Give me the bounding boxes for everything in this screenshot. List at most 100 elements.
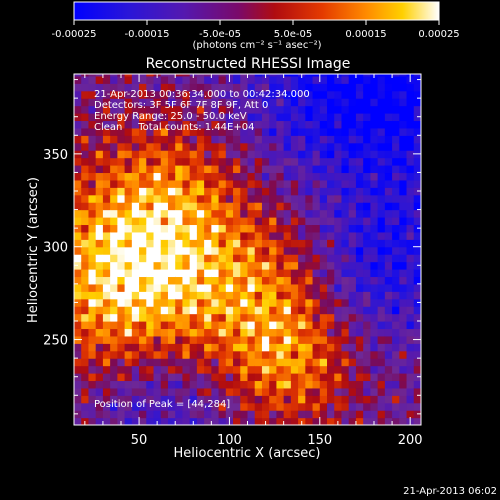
heatmap-cell: [225, 83, 234, 92]
heatmap-cell: [117, 402, 126, 411]
heatmap-cell: [269, 246, 278, 255]
heatmap-cell: [413, 283, 421, 292]
heatmap-cell: [290, 306, 299, 315]
heatmap-cell: [334, 358, 343, 367]
heatmap-cell: [406, 113, 415, 122]
heatmap-cell: [218, 298, 227, 307]
heatmap-cell: [182, 113, 191, 122]
heatmap-cell: [88, 83, 97, 92]
heatmap-cell: [348, 135, 357, 144]
heatmap-cell: [283, 298, 292, 307]
heatmap-cell: [175, 172, 184, 181]
heatmap-cell: [196, 313, 205, 322]
heatmap-cell: [102, 410, 111, 419]
heatmap-cell: [95, 150, 104, 159]
heatmap-cell: [341, 291, 350, 300]
heatmap-cell: [218, 127, 227, 136]
heatmap-cell: [88, 254, 97, 263]
heatmap-cell: [384, 283, 393, 292]
heatmap-cell: [153, 365, 162, 374]
annotation-detectors: Detectors: 3F 5F 6F 7F 8F 9F, Att 0: [94, 100, 268, 111]
heatmap-cell: [225, 157, 234, 166]
heatmap-cell: [254, 194, 263, 203]
heatmap-cell: [290, 417, 299, 425]
heatmap-cell: [102, 276, 111, 285]
heatmap-cell: [406, 313, 415, 322]
heatmap-cell: [392, 343, 400, 352]
heatmap-cell: [189, 113, 198, 122]
heatmap-cell: [196, 83, 205, 92]
heatmap-cell: [305, 395, 314, 404]
heatmap-cell: [211, 165, 220, 174]
heatmap-cell: [290, 165, 299, 174]
colorbar: [73, 1, 440, 21]
heatmap-cell: [189, 350, 198, 359]
heatmap-cell: [247, 172, 256, 181]
heatmap-cell: [117, 75, 126, 84]
heatmap-cell: [312, 254, 321, 263]
heatmap-cell: [254, 172, 263, 181]
heatmap-cell: [327, 417, 335, 425]
heatmap-cell: [175, 298, 184, 307]
heatmap-cell: [298, 157, 306, 166]
heatmap-cell: [74, 231, 82, 240]
heatmap-cell: [175, 150, 184, 159]
heatmap-cell: [363, 90, 371, 99]
heatmap-cell: [110, 224, 118, 233]
heatmap-cell: [146, 202, 155, 211]
heatmap-cell: [81, 306, 90, 315]
heatmap-cell: [81, 179, 90, 188]
heatmap-cell: [312, 380, 321, 389]
heatmap-cell: [153, 261, 162, 270]
heatmap-cell: [312, 202, 321, 211]
heatmap-cell: [102, 313, 111, 322]
heatmap-cell: [88, 261, 97, 270]
heatmap-cell: [276, 313, 285, 322]
heatmap-cell: [305, 410, 314, 419]
heatmap-cell: [261, 321, 270, 330]
heatmap-cell: [399, 298, 408, 307]
heatmap-cell: [276, 231, 285, 240]
heatmap-cell: [189, 410, 198, 419]
heatmap-cell: [283, 410, 292, 419]
heatmap-cell: [377, 83, 386, 92]
heatmap-cell: [167, 75, 176, 84]
heatmap-cell: [211, 269, 220, 278]
heatmap-cell: [334, 150, 343, 159]
heatmap-cell: [254, 165, 263, 174]
heatmap-cell: [131, 83, 140, 92]
heatmap-cell: [204, 410, 212, 419]
heatmap-cell: [182, 105, 191, 114]
heatmap-cell: [384, 135, 393, 144]
heatmap-cell: [189, 157, 198, 166]
heatmap-cell: [392, 283, 400, 292]
heatmap-cell: [124, 402, 133, 411]
heatmap-cell: [131, 231, 140, 240]
heatmap-cell: [117, 343, 126, 352]
heatmap-cell: [392, 187, 400, 196]
heatmap-cell: [377, 98, 386, 107]
heatmap-cell: [363, 291, 371, 300]
heatmap-cell: [211, 373, 220, 382]
heatmap-cell: [355, 321, 364, 330]
heatmap-cell: [139, 74, 147, 77]
heatmap-cell: [370, 83, 379, 92]
heatmap-cell: [247, 417, 256, 425]
heatmap-cell: [95, 127, 104, 136]
heatmap-cell: [131, 261, 140, 270]
heatmap-cell: [370, 328, 379, 337]
heatmap-cell: [110, 395, 118, 404]
heatmap-cell: [88, 283, 97, 292]
heatmap-cell: [399, 321, 408, 330]
heatmap-cell: [399, 194, 408, 203]
heatmap-cell: [102, 387, 111, 396]
heatmap-cell: [327, 150, 335, 159]
heatmap-cell: [283, 187, 292, 196]
heatmap-cell: [370, 157, 379, 166]
heatmap-cell: [283, 194, 292, 203]
heatmap-cell: [74, 209, 82, 218]
heatmap-cell: [312, 75, 321, 84]
heatmap-cell: [298, 358, 306, 367]
heatmap-cell: [74, 246, 82, 255]
